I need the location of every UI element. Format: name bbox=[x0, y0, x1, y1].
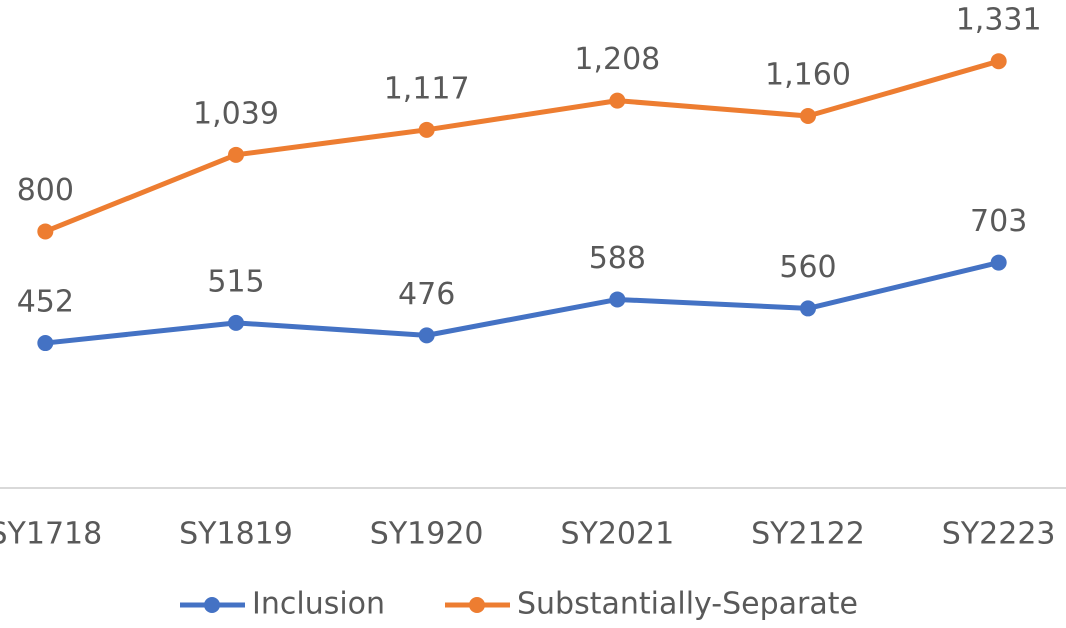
data-point bbox=[800, 300, 816, 317]
data-point bbox=[609, 92, 626, 109]
data-point bbox=[228, 314, 244, 331]
data-point bbox=[990, 254, 1007, 271]
legend-marker bbox=[469, 597, 485, 613]
x-tick-label: SY2122 bbox=[751, 517, 865, 552]
data-label: 800 bbox=[17, 173, 74, 208]
legend-label: Inclusion bbox=[252, 587, 385, 622]
x-tick-label: SY2021 bbox=[560, 517, 674, 552]
data-point bbox=[37, 335, 54, 352]
data-label: 703 bbox=[970, 204, 1027, 239]
legend-label: Substantially-Separate bbox=[517, 587, 858, 622]
data-label: 1,331 bbox=[956, 3, 1042, 38]
data-label: 1,160 bbox=[765, 58, 851, 93]
data-label: 1,039 bbox=[193, 96, 279, 131]
data-label: 452 bbox=[17, 285, 74, 320]
data-label: 515 bbox=[207, 264, 264, 299]
data-label: 588 bbox=[589, 241, 646, 276]
data-label: 476 bbox=[398, 277, 455, 312]
series-line bbox=[45, 260, 1000, 346]
data-point bbox=[228, 146, 244, 163]
x-tick-label: SY1920 bbox=[370, 517, 484, 552]
data-point bbox=[609, 291, 626, 308]
data-label: 560 bbox=[779, 250, 836, 285]
legend-marker bbox=[204, 597, 220, 613]
data-label: 1,208 bbox=[574, 42, 660, 77]
x-tick-label: SY1718 bbox=[0, 517, 102, 552]
data-point bbox=[418, 121, 435, 138]
data-point bbox=[418, 327, 435, 344]
x-tick-label: SY1819 bbox=[179, 517, 293, 552]
data-label: 1,117 bbox=[384, 71, 470, 106]
data-point bbox=[37, 223, 54, 240]
data-point bbox=[800, 108, 816, 125]
data-point bbox=[990, 53, 1007, 70]
x-tick-label: SY2223 bbox=[942, 517, 1056, 552]
series-line bbox=[44, 58, 1000, 234]
